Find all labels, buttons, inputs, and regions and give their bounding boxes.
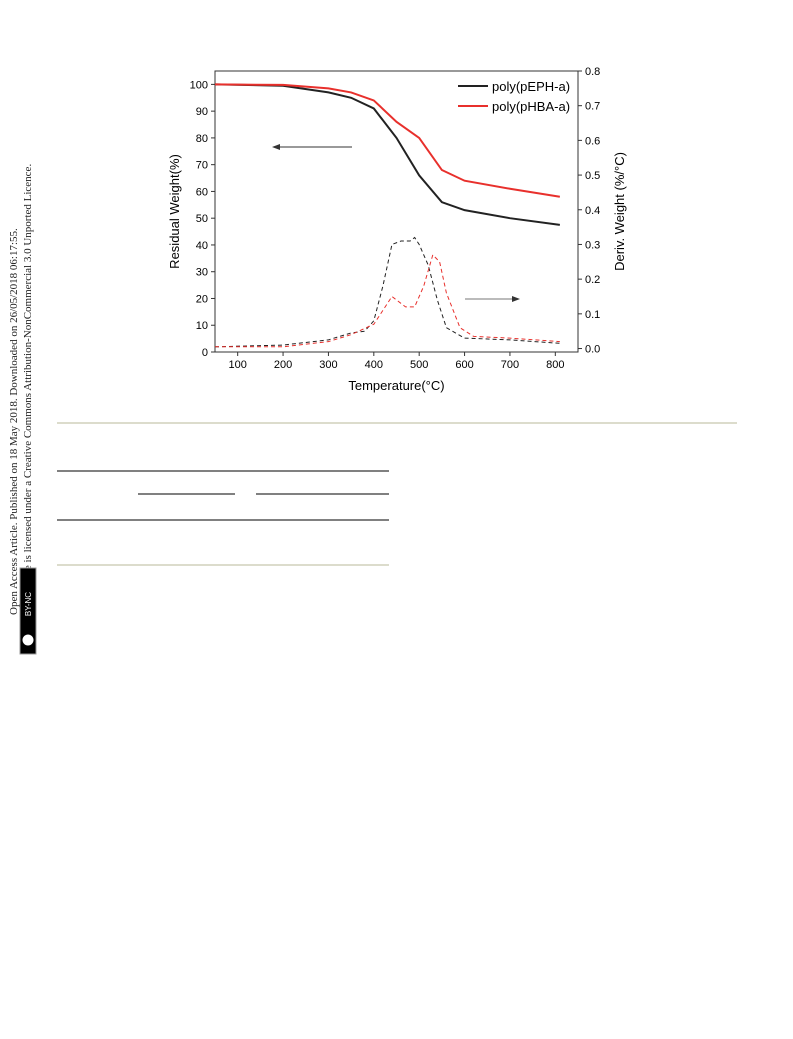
y2-tick-label: 0.7 xyxy=(585,101,600,113)
x-tick-label: 500 xyxy=(410,359,428,371)
y-tick-label: 90 xyxy=(196,106,208,118)
cc-badge: BY-NC xyxy=(19,567,37,655)
y-tick-label: 50 xyxy=(196,213,208,225)
arrow-head xyxy=(512,296,520,302)
y-tick-label: 30 xyxy=(196,267,208,279)
badge-text: BY-NC xyxy=(24,592,33,616)
y-tick-label: 100 xyxy=(190,79,208,91)
y-tick-label: 70 xyxy=(196,160,208,172)
x-tick-label: 700 xyxy=(501,359,519,371)
y2-tick-label: 0.0 xyxy=(585,344,600,356)
data-line xyxy=(214,83,560,226)
data-line xyxy=(214,236,560,348)
x-tick-label: 600 xyxy=(455,359,473,371)
y2-tick-label: 0.4 xyxy=(585,205,600,217)
y-tick-label: 80 xyxy=(196,133,208,145)
access-note: Open Access Article. Published on 18 May… xyxy=(8,228,20,615)
y-tick-label: 10 xyxy=(196,320,208,332)
x-tick-label: 400 xyxy=(365,359,383,371)
y-tick-label: 60 xyxy=(196,186,208,198)
x-tick-label: 800 xyxy=(546,359,564,371)
y2-tick-label: 0.8 xyxy=(585,66,600,78)
x-tick-label: 200 xyxy=(274,359,292,371)
x-axis-title: Temperature(°C) xyxy=(348,378,444,393)
y2-axis-title: Deriv. Weight (%/°C) xyxy=(612,152,627,271)
y-tick-label: 40 xyxy=(196,240,208,252)
data-line xyxy=(215,253,560,348)
legend-label: poly(pEPH-a) xyxy=(492,79,570,94)
legend-label: poly(pHBA-a) xyxy=(492,99,570,114)
sidebar: Open Access Article. Published on 18 May… xyxy=(8,164,34,615)
data-line xyxy=(214,83,561,198)
y2-tick-label: 0.2 xyxy=(585,274,600,286)
y2-tick-label: 0.3 xyxy=(585,239,600,251)
y-tick-label: 20 xyxy=(196,293,208,305)
licence-note: This article is licensed under a Creativ… xyxy=(22,164,34,615)
arrow-head xyxy=(272,144,280,150)
y-axis-title: Residual Weight(%) xyxy=(167,154,182,269)
x-tick-label: 100 xyxy=(229,359,247,371)
table-rules xyxy=(57,422,737,566)
y2-tick-label: 0.5 xyxy=(585,170,600,182)
y2-tick-label: 0.1 xyxy=(585,309,600,321)
x-tick-label: 300 xyxy=(319,359,337,371)
y2-tick-label: 0.6 xyxy=(585,135,600,147)
y-tick-label: 0 xyxy=(202,347,208,359)
plot-frame xyxy=(214,70,579,353)
